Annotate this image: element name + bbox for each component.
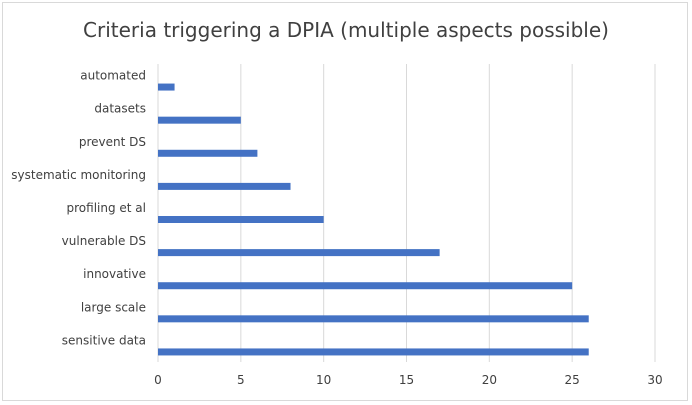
x-tick-labels: 0 5 10 15 20 25 30 (154, 373, 662, 387)
bars (158, 83, 589, 356)
category-label: innovative (83, 267, 146, 281)
category-label: vulnerable DS (62, 234, 146, 248)
bar (158, 348, 589, 356)
category-label: datasets (94, 102, 146, 116)
bar (158, 149, 258, 157)
category-label: large scale (81, 300, 146, 314)
bar (158, 216, 324, 223)
x-tick-label: 5 (237, 373, 245, 387)
category-label: automated (80, 69, 146, 83)
bar (158, 315, 589, 323)
bar (158, 83, 175, 91)
x-tick-label: 25 (565, 373, 580, 387)
x-tick-label: 10 (316, 373, 331, 387)
x-tick-label: 15 (399, 373, 414, 387)
category-label: prevent DS (79, 135, 146, 149)
bar (158, 116, 241, 124)
category-labels: automated datasets prevent DS systematic mo… (11, 69, 146, 348)
x-tick-label: 20 (482, 373, 497, 387)
category-label: profiling et al (67, 201, 146, 215)
bar (158, 182, 291, 190)
chart-frame (2, 2, 688, 401)
x-tick-label: 0 (154, 373, 162, 387)
category-label: systematic monitoring (11, 168, 146, 182)
bar (158, 249, 440, 257)
x-tick-label: 30 (647, 373, 662, 387)
bar (158, 282, 573, 290)
category-label: sensitive data (62, 333, 146, 347)
gridlines (157, 64, 656, 362)
chart-title: Criteria triggering a DPIA (multiple asp… (83, 18, 609, 42)
